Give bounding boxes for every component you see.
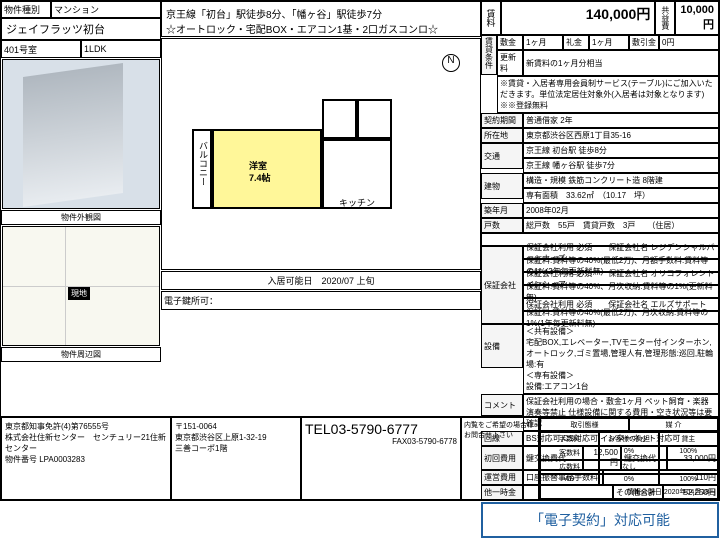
headline-box: 京王線「初台」駅徒歩8分、「幡ヶ谷」駅徒歩7分 ☆オートロック・宅配BOX・エア… bbox=[161, 1, 481, 37]
map-caption: 物件周辺図 bbox=[1, 347, 161, 362]
availability-row: 入居可能日 2020/07 上旬 bbox=[161, 271, 481, 290]
rent-box: 賃料 140,000円 共益費 10,000円 bbox=[481, 1, 719, 35]
headline-line1: 京王線「初台」駅徒歩8分、「幡ヶ谷」駅徒歩7分 bbox=[166, 6, 476, 21]
middle-column: 京王線「初台」駅徒歩8分、「幡ヶ谷」駅徒歩7分 ☆オートロック・宅配BOX・エア… bbox=[161, 1, 481, 310]
footer-office: 〒151-0064 東京都渋谷区上原1-32-19 三善コーポ1階 bbox=[171, 417, 301, 500]
listing-sheet: 物件種別 マンション ジェイフラッツ初台 401号室 1LDK 物件外観図 現地… bbox=[0, 0, 720, 501]
guarantee-block: 保証会社 保証会社利用 必須 保証会社名 レジデンシャルパートナーズ保証料:賃料… bbox=[481, 246, 719, 324]
fp-main-room: 洋室 7.4帖 bbox=[212, 129, 322, 209]
elock-row: 電子鍵所可： bbox=[161, 291, 481, 310]
left-column: 物件種別 マンション ジェイフラッツ初台 401号室 1LDK 物件外観図 現地… bbox=[1, 1, 161, 362]
property-name: ジェイフラッツ初台 bbox=[1, 18, 161, 40]
mgmt-label: 共益費 bbox=[655, 1, 675, 35]
econtract-badge: 「電子契約」対応可能 bbox=[481, 502, 719, 538]
location-map: 現地 bbox=[2, 226, 160, 346]
type-value: マンション bbox=[51, 1, 161, 18]
equipment-block: 設備 ＜共有設備＞ 宅配BOX,エレベーター,TVモニター付インターホン,オート… bbox=[481, 324, 719, 394]
fp-kitchen: キッチン bbox=[322, 139, 392, 209]
headline-line2: ☆オートロック・宅配BOX・エアコン1基・2口ガスコンロ☆ bbox=[166, 21, 476, 36]
guarantee-row: 保証料:賃料等の40%、月次収納:賃料等の1%(更新料無) bbox=[523, 285, 719, 298]
type-label: 物件種別 bbox=[1, 1, 51, 18]
photo-caption: 物件外観図 bbox=[1, 210, 161, 225]
compass-icon: N bbox=[442, 54, 460, 72]
exterior-photo bbox=[2, 59, 160, 209]
footer-license: 東京都知事免許(4)第76555号 株式会社住新センター センチュリー21住新セ… bbox=[1, 417, 171, 500]
footer-tel: TEL03-5790-6777 FAX03-5790-6778 bbox=[301, 417, 461, 500]
room-layout: 1LDK bbox=[81, 40, 161, 58]
fp-wc bbox=[357, 99, 392, 139]
rent-value: 140,000円 bbox=[501, 1, 655, 35]
footer: 東京都知事免許(4)第76555号 株式会社住新センター センチュリー21住新セ… bbox=[1, 416, 719, 500]
footer-fee-table: 取引態様媒 介 手数料お客様の負担貸主 客数料0%100% 広数料なし AD0%… bbox=[539, 417, 719, 500]
conditions-row: 賃貸条件 敷金 1ヶ月 礼金 1ヶ月 敷引金 0円 更新料 新賃料の1ヶ月分相当… bbox=[481, 35, 719, 113]
guarantee-row: 保証料:賃料等の40%(最低2万)、月次収納:賃料等の1%(1年毎更新料無) bbox=[523, 311, 719, 324]
rent-label: 賃料 bbox=[481, 1, 501, 35]
fp-bath bbox=[322, 99, 357, 139]
map-marker: 現地 bbox=[68, 287, 90, 300]
floorplan: N バルコニー 洋室 7.4帖 キッチン bbox=[161, 38, 481, 270]
mgmt-value: 10,000円 bbox=[675, 1, 719, 35]
fp-balcony: バルコニー bbox=[192, 129, 212, 209]
room-number: 401号室 bbox=[1, 40, 81, 58]
footer-note: 内覧をご希望の場合はお問合せ下さい bbox=[461, 417, 539, 500]
